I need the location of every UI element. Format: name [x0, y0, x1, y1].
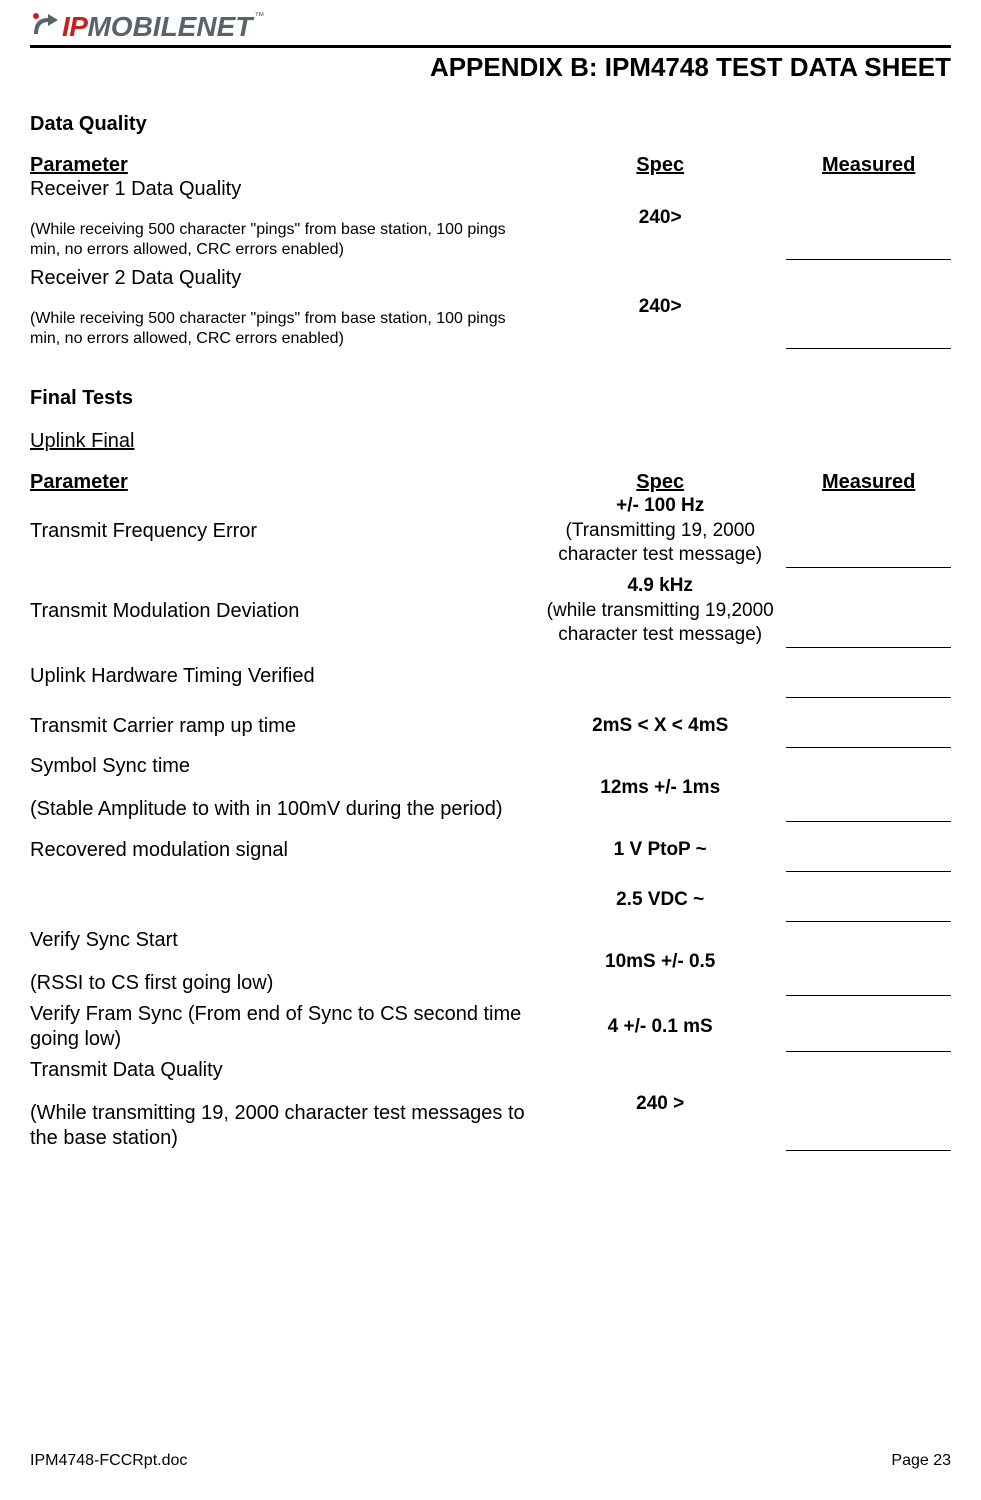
param-sub: (Stable Amplitude to with in 100mV durin… [30, 797, 526, 822]
logo-tm: ™ [254, 11, 264, 22]
spec-sub: (Transmitting 19, 2000 character test me… [538, 519, 782, 568]
param-main: Verify Sync Start [30, 928, 526, 953]
param-main: Receiver 1 Data Quality [30, 177, 526, 202]
uplink-row: Transmit Data Quality (While transmittin… [30, 1058, 951, 1151]
logo-text: IPMOBILENET™ [62, 11, 264, 43]
param-sub: (While receiving 500 character "pings" f… [30, 309, 526, 349]
param-main: Transmit Frequency Error [30, 519, 526, 544]
measured-blank [786, 828, 951, 872]
measured-blank [786, 177, 951, 260]
param-main: Symbol Sync time [30, 754, 526, 779]
spec-bold: 10mS +/- 0.5 [538, 950, 782, 975]
spec-bold: 4.9 kHz [538, 574, 782, 599]
measured-blank [786, 494, 951, 568]
spec-value: 240> [538, 206, 782, 231]
measured-blank [786, 878, 951, 922]
dq-row: Receiver 1 Data Quality (While receiving… [30, 177, 951, 260]
uplink-row: Recovered modulation signal 1 V PtoP ~ [30, 828, 951, 872]
footer: IPM4748-FCCRpt.doc Page 23 [30, 1452, 951, 1470]
uplink-row: Transmit Modulation Deviation 4.9 kHz (w… [30, 574, 951, 648]
param-sub: (RSSI to CS first going low) [30, 971, 526, 996]
section-uplink-final: Uplink Final [30, 430, 951, 453]
header-spec: Spec [534, 154, 786, 177]
uplink-header-row: Parameter Spec Measured [30, 471, 951, 494]
param-main: Uplink Hardware Timing Verified [30, 664, 526, 689]
param-main: Transmit Data Quality [30, 1058, 526, 1083]
param-main: Verify Fram Sync (From end of Sync to CS… [30, 1002, 526, 1052]
logo-part2: MOBILENET [87, 11, 252, 42]
spec-value: 240> [538, 295, 782, 320]
param-sub: (While transmitting 19, 2000 character t… [30, 1101, 526, 1151]
spec-bold: 4 +/- 0.1 mS [538, 1015, 782, 1040]
uplink-row: Verify Fram Sync (From end of Sync to CS… [30, 1002, 951, 1052]
measured-blank [786, 754, 951, 822]
footer-left: IPM4748-FCCRpt.doc [30, 1452, 187, 1470]
measured-blank [786, 928, 951, 996]
header-parameter: Parameter [30, 154, 534, 177]
uplink-row: Symbol Sync time (Stable Amplitude to wi… [30, 754, 951, 822]
measured-blank [786, 574, 951, 648]
header-rule [30, 45, 951, 48]
dq-header-row: Parameter Spec Measured [30, 154, 951, 177]
footer-right: Page 23 [891, 1452, 951, 1470]
section-final-tests: Final Tests [30, 387, 951, 410]
param-main: Recovered modulation signal [30, 838, 526, 863]
page: IPMOBILENET™ APPENDIX B: IPM4748 TEST DA… [0, 0, 981, 1500]
measured-blank [786, 266, 951, 349]
header-measured: Measured [786, 154, 951, 177]
spec-bold: 2mS < X < 4mS [538, 714, 782, 739]
logo-icon [30, 10, 60, 43]
appendix-title: APPENDIX B: IPM4748 TEST DATA SHEET [30, 52, 951, 83]
uplink-row: Uplink Hardware Timing Verified [30, 654, 951, 698]
header-measured: Measured [786, 471, 951, 494]
header-parameter: Parameter [30, 471, 534, 494]
spec-bold: 240 > [538, 1092, 782, 1117]
uplink-row: Verify Sync Start (RSSI to CS first goin… [30, 928, 951, 996]
spec-bold: +/- 100 Hz [538, 494, 782, 519]
uplink-row: Transmit Frequency Error +/- 100 Hz (Tra… [30, 494, 951, 568]
param-sub: (While receiving 500 character "pings" f… [30, 220, 526, 260]
measured-blank [786, 704, 951, 748]
spec-bold: 1 V PtoP ~ [538, 838, 782, 863]
measured-blank [786, 1058, 951, 1151]
param-main: Receiver 2 Data Quality [30, 266, 526, 291]
param-main: Transmit Modulation Deviation [30, 599, 526, 624]
measured-blank [786, 654, 951, 698]
logo: IPMOBILENET™ [30, 10, 951, 43]
spec-bold: 12ms +/- 1ms [538, 776, 782, 801]
section-data-quality: Data Quality [30, 113, 951, 136]
dq-row: Receiver 2 Data Quality (While receiving… [30, 266, 951, 349]
measured-blank [786, 1002, 951, 1052]
param-main: Transmit Carrier ramp up time [30, 714, 526, 739]
uplink-row: 2.5 VDC ~ [30, 878, 951, 922]
spec-bold: 2.5 VDC ~ [538, 888, 782, 913]
logo-part1: IP [62, 11, 87, 42]
header-spec: Spec [534, 471, 786, 494]
uplink-row: Transmit Carrier ramp up time 2mS < X < … [30, 704, 951, 748]
spec-sub: (while transmitting 19,2000 character te… [538, 599, 782, 648]
